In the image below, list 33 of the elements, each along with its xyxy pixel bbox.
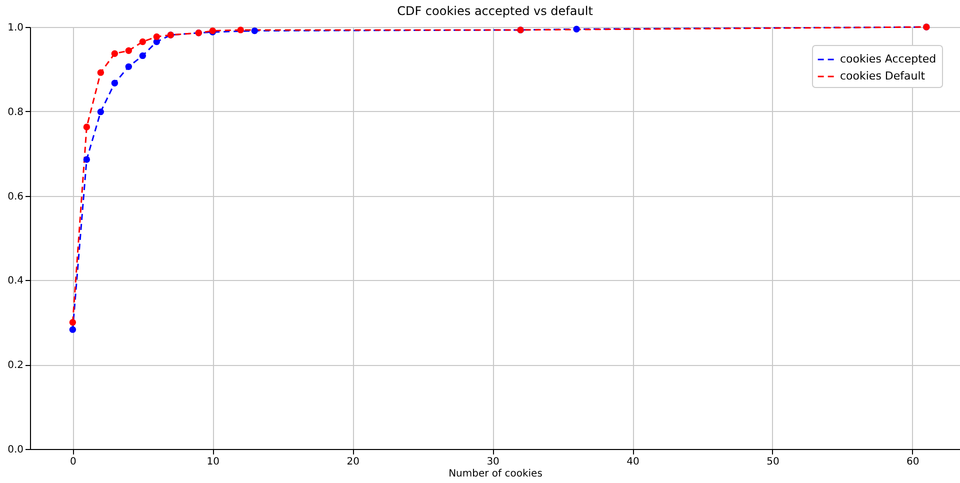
point (573, 26, 580, 32)
point (69, 319, 76, 326)
x-tick-label: 20 (346, 456, 360, 468)
x-tick-label: 0 (70, 456, 76, 468)
y-tick-label: 1.0 (8, 22, 24, 34)
x-tick-label: 40 (626, 456, 640, 468)
point (111, 80, 118, 86)
legend-label: cookies Default (840, 70, 926, 82)
point (251, 27, 258, 34)
chart-title: CDF cookies accepted vs default (397, 4, 594, 18)
x-axis-title: Number of cookies (448, 468, 542, 480)
point (125, 47, 132, 54)
point (83, 156, 90, 163)
y-tick-label: 0.2 (8, 360, 24, 372)
point (125, 63, 132, 70)
point (97, 108, 104, 116)
y-tick-label: 0.8 (8, 106, 24, 118)
point (83, 124, 90, 130)
point (97, 69, 104, 76)
x-tick-label: 30 (486, 456, 500, 468)
x-tick-label: 10 (206, 456, 220, 468)
x-tick-label: 50 (766, 456, 780, 468)
point (237, 26, 244, 34)
y-tick-label: 0.4 (8, 276, 24, 287)
point (139, 38, 146, 46)
y-tick-label: 0.0 (8, 444, 24, 456)
x-tick-label: 60 (906, 456, 920, 468)
point (139, 52, 146, 60)
legend-label: cookies Accepted (840, 52, 936, 66)
point (153, 33, 160, 40)
point (69, 326, 76, 333)
y-tick-label: 0.6 (8, 191, 24, 202)
point (111, 50, 118, 57)
